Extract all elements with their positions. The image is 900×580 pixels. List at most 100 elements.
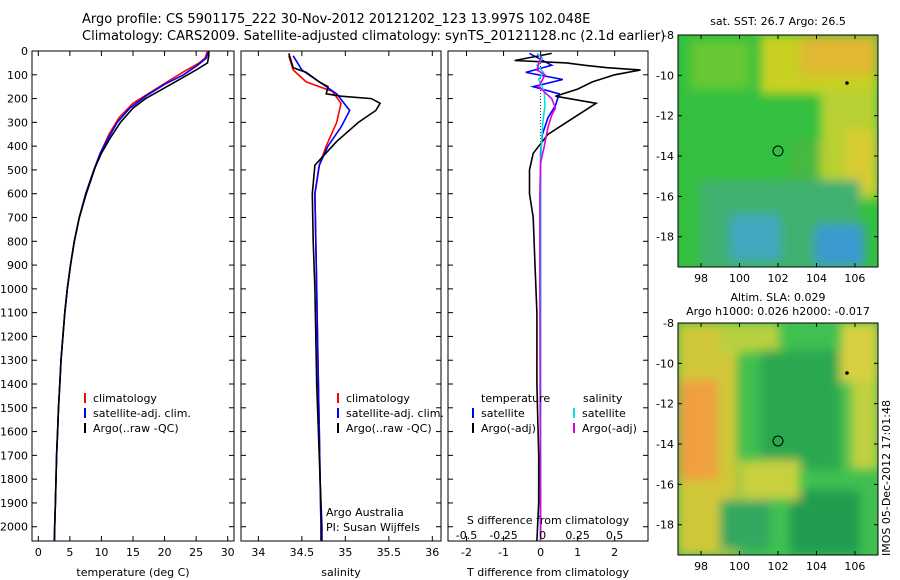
series-line-satellite-adj-clim-: [53, 50, 210, 542]
x-tick-label: -1: [498, 546, 509, 559]
x-tick-label: 25: [189, 546, 203, 559]
timestamp-stamp: IMOS 05-Dec-2012 17:01:48: [880, 400, 893, 556]
map-y-tick-label: -8: [663, 29, 674, 42]
s-tick-label: 0.5: [606, 529, 624, 542]
legend-label: satellite-adj. clim.: [346, 407, 444, 420]
argo-location-marker: [772, 435, 784, 447]
sst-map: sat. SST: 26.7 Argo: 26.5 -8 -10 -12 -14 -16…: [656, 15, 879, 285]
x-tick-label: 36: [425, 546, 439, 559]
s-tick-label: -0.25: [489, 529, 517, 542]
legend-title: temperature: [481, 392, 550, 405]
legend-label: Argo(-adj): [481, 422, 536, 435]
y-tick-label: 700: [7, 212, 28, 225]
map-y-tick-label: -10: [656, 69, 674, 82]
y-tick-label: 1000: [0, 283, 28, 296]
map-x-tick-label: 102: [768, 272, 789, 285]
sla-map-title: Altim. SLA: 0.029: [730, 291, 825, 304]
salinity-panel: 34 34.5 35 35.5 36 salinity climatology satelli…: [240, 50, 444, 579]
map-x-tick-label: 106: [844, 272, 865, 285]
salinity-xlabel: salinity: [321, 566, 361, 579]
legend-label: climatology: [93, 392, 157, 405]
x-tick-label: 34.5: [290, 546, 315, 559]
legend-label: Argo(..raw -QC): [346, 422, 432, 435]
series-line-t-argo-adj-: [514, 52, 641, 542]
map-y-tick-label: -16: [656, 478, 674, 491]
s-tick-label: -0.5: [456, 529, 477, 542]
annotation-line: PI: Susan Wijffels: [326, 521, 420, 534]
differences-axes-box: [447, 50, 649, 542]
temperature-xlabel: temperature (deg C): [76, 566, 189, 579]
map-y-tick-label: -18: [656, 519, 674, 532]
legend-label: satellite: [481, 407, 525, 420]
map-x-tick-label: 104: [806, 560, 827, 573]
map-y-tick-label: -14: [656, 438, 674, 451]
map-x-tick-label: 104: [806, 272, 827, 285]
legend-label: satellite-adj. clim.: [93, 407, 191, 420]
map-y-tick-label: -12: [656, 110, 674, 123]
differences-panel: -2 -1 0 1 2 T difference from climatology S di…: [447, 50, 649, 579]
series-line-t-satellite: [525, 52, 563, 541]
legend-label: Argo(..raw -QC): [93, 422, 179, 435]
map-y-tick-label: -14: [656, 150, 674, 163]
x-tick-label: 0: [537, 546, 544, 559]
y-tick-label: 100: [7, 69, 28, 82]
map-y-tick-label: -12: [656, 398, 674, 411]
y-tick-label: 1100: [0, 307, 28, 320]
series-line-s-argo-adj-: [535, 55, 557, 542]
y-tick-label: 1400: [0, 378, 28, 391]
x-tick-label: 34: [251, 546, 265, 559]
map-y-tick-label: -8: [663, 317, 674, 330]
argo-location-marker: [772, 145, 784, 157]
sst-map-title: sat. SST: 26.7 Argo: 26.5: [710, 15, 846, 28]
map-y-tick-label: -16: [656, 190, 674, 203]
y-tick-label: 1500: [0, 402, 28, 415]
sla-map: Altim. SLA: 0.029 Argo h1000: 0.026 h200…: [656, 291, 879, 573]
sla-map-subtitle: Argo h1000: 0.026 h2000: -0.017: [686, 305, 870, 318]
series-line-argo-raw-qc-: [53, 51, 210, 542]
differences-xlabel: T difference from climatology: [466, 566, 629, 579]
y-tick-label: 600: [7, 188, 28, 201]
x-tick-label: 30: [221, 546, 235, 559]
y-tick-label: 500: [7, 164, 28, 177]
temperature-panel: 0 5 10 15 20 25 300100200300400500600700800900…: [0, 45, 235, 579]
y-tick-label: 1300: [0, 354, 28, 367]
temperature-axes-box: [31, 50, 235, 542]
x-tick-label: 2: [611, 546, 618, 559]
y-tick-label: 200: [7, 93, 28, 106]
legend-label: satellite: [582, 407, 626, 420]
profile-title: Argo profile: CS 5901175_222 30-Nov-2012…: [82, 12, 591, 27]
y-tick-label: 1600: [0, 426, 28, 439]
x-tick-label: 0: [35, 546, 42, 559]
y-tick-label: 1700: [0, 449, 28, 462]
map-x-tick-label: 100: [729, 560, 750, 573]
y-tick-label: 2000: [0, 521, 28, 534]
x-tick-label: 20: [158, 546, 172, 559]
y-tick-label: 800: [7, 235, 28, 248]
series-line-satellite-adj-clim-: [292, 55, 351, 541]
diff-xlabel-top: S difference from climatology: [467, 514, 630, 527]
series-line-climatology: [53, 50, 209, 542]
legend-title: salinity: [583, 392, 623, 405]
series-line-argo-raw-qc-: [288, 53, 382, 541]
map-y-tick-label: -18: [656, 231, 674, 244]
legend-label: climatology: [346, 392, 410, 405]
y-tick-label: 1800: [0, 473, 28, 486]
s-tick-label: 0: [539, 529, 546, 542]
map-y-tick-label: -10: [656, 357, 674, 370]
x-tick-label: 35.5: [377, 546, 402, 559]
x-tick-label: 10: [94, 546, 108, 559]
map-x-tick-label: 106: [844, 560, 865, 573]
y-tick-label: 900: [7, 259, 28, 272]
map-x-tick-label: 102: [768, 560, 789, 573]
x-tick-label: 15: [126, 546, 140, 559]
legend-label: Argo(-adj): [582, 422, 637, 435]
x-tick-label: -2: [461, 546, 472, 559]
y-tick-label: 400: [7, 140, 28, 153]
y-tick-label: 1200: [0, 330, 28, 343]
climatology-title: Climatology: CARS2009. Satellite-adjuste…: [82, 29, 666, 44]
y-tick-label: 300: [7, 116, 28, 129]
map-x-tick-label: 98: [694, 560, 708, 573]
x-tick-label: 1: [574, 546, 581, 559]
x-tick-label: 35: [338, 546, 352, 559]
